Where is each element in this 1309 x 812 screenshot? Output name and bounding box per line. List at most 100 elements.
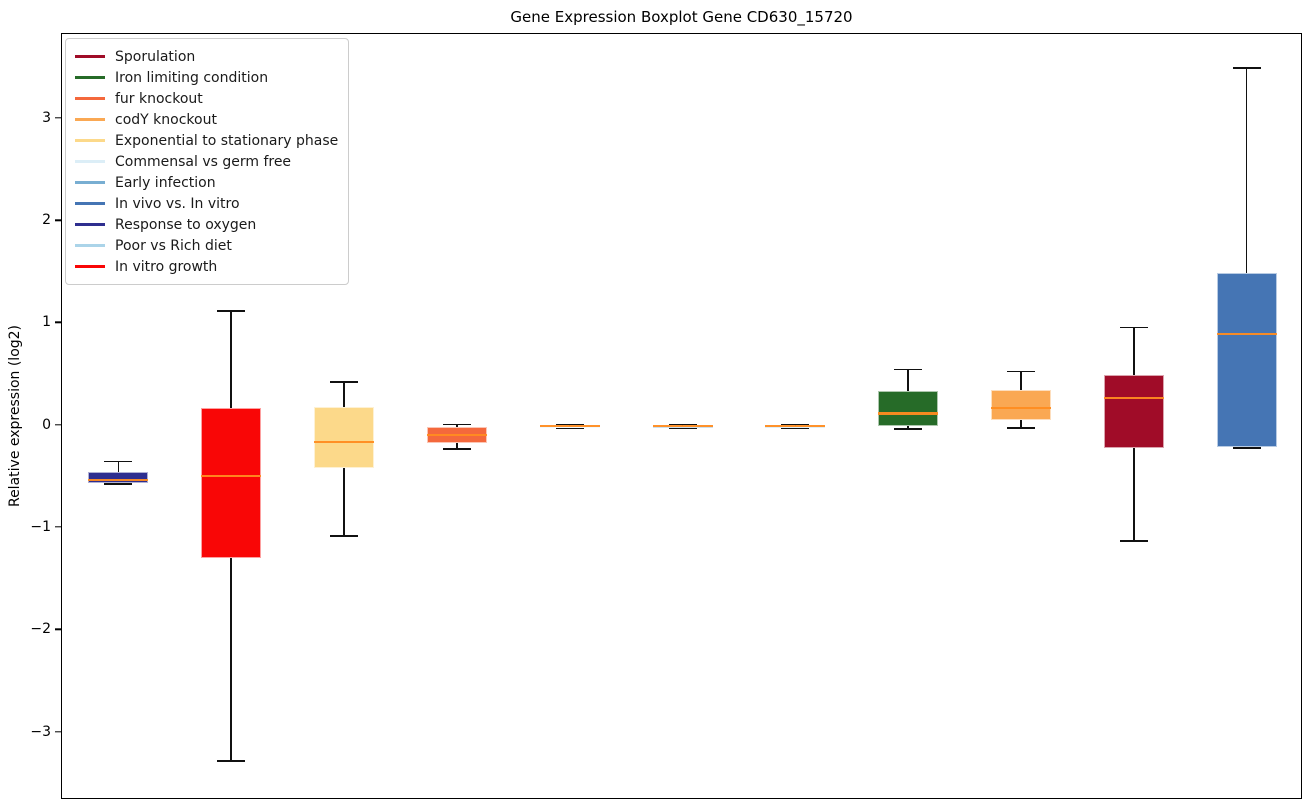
boxplot-group <box>62 34 1301 798</box>
y-tick-label: −3 <box>30 723 51 740</box>
box <box>314 407 375 468</box>
box <box>201 408 262 558</box>
y-tick-label: 0 <box>42 416 51 433</box>
legend-item-label: In vivo vs. In vitro <box>115 195 240 212</box>
y-tick-mark <box>55 423 61 426</box>
legend-item-label: Iron limiting condition <box>115 69 269 86</box>
whisker-cap-top <box>1119 326 1148 329</box>
legend-item: Iron limiting condition <box>75 67 338 88</box>
boxplot-group <box>62 34 1301 798</box>
whisker-cap-top <box>217 310 246 312</box>
legend-item-label: Sporulation <box>115 48 196 65</box>
whisker-cap-top <box>330 380 359 383</box>
legend-item-label: Early infection <box>115 174 216 191</box>
whisker-cap-bottom <box>330 535 359 537</box>
whisker-cap-bottom <box>1232 447 1261 449</box>
legend-color-swatch <box>75 223 105 226</box>
whisker-cap-top <box>555 423 584 426</box>
whisker-cap-top <box>781 423 810 426</box>
legend-item-label: Commensal vs germ free <box>115 153 292 170</box>
boxplot-group <box>62 34 1301 798</box>
whisker-cap-bottom <box>104 483 133 485</box>
whisker-line <box>1245 67 1248 449</box>
legend-color-swatch <box>75 55 105 58</box>
median-line <box>878 412 939 415</box>
boxplot-group <box>62 34 1301 798</box>
legend-item: Exponential to stationary phase <box>75 130 338 151</box>
y-tick-mark <box>55 730 61 733</box>
legend-item: In vitro growth <box>75 256 338 277</box>
whisker-cap-bottom <box>555 426 584 429</box>
legend-color-swatch <box>75 202 105 205</box>
plot-area: Sporulation Iron limiting condition fur kn… <box>61 33 1302 799</box>
median-line <box>88 478 149 481</box>
whisker-cap-bottom <box>442 448 471 450</box>
boxplot-group <box>62 34 1301 798</box>
legend-item-label: In vitro growth <box>115 258 218 275</box>
legend-item: Poor vs Rich diet <box>75 235 338 256</box>
legend-item: codY knockout <box>75 109 338 130</box>
legend-item-label: fur knockout <box>115 90 203 107</box>
y-tick-label: 1 <box>42 314 51 331</box>
legend-item: Response to oxygen <box>75 214 338 235</box>
y-tick-mark <box>55 117 61 119</box>
median-line <box>1103 396 1164 400</box>
median-line <box>1216 332 1277 335</box>
boxplot-group <box>62 34 1301 798</box>
legend-item-label: Response to oxygen <box>115 216 257 233</box>
legend: Sporulation Iron limiting condition fur kn… <box>65 38 350 285</box>
median-line <box>765 425 826 428</box>
median-line <box>201 474 262 477</box>
y-tick-label: −2 <box>30 621 51 638</box>
median-line <box>652 425 713 428</box>
whisker-cap-top <box>1232 66 1261 69</box>
whisker-cap-top <box>668 423 697 426</box>
median-line <box>539 425 600 428</box>
whisker-cap-bottom <box>781 426 810 429</box>
boxplot-group <box>62 34 1301 798</box>
whisker-cap-top <box>104 460 133 463</box>
legend-color-swatch <box>75 139 105 142</box>
y-tick-mark <box>55 526 61 528</box>
whisker-cap-bottom <box>894 427 923 430</box>
whisker-cap-bottom <box>1119 540 1148 543</box>
median-line <box>990 407 1051 410</box>
box <box>88 471 149 483</box>
chart-title: Gene Expression Boxplot Gene CD630_15720 <box>510 8 853 26</box>
y-tick-mark <box>55 219 61 221</box>
whisker-cap-bottom <box>1006 426 1035 429</box>
box <box>1216 273 1277 448</box>
y-tick-label: 3 <box>42 109 51 126</box>
legend-item: fur knockout <box>75 88 338 109</box>
y-tick-label: 2 <box>42 212 51 229</box>
legend-color-swatch <box>75 265 105 268</box>
legend-item: Sporulation <box>75 46 338 67</box>
legend-color-swatch <box>75 181 105 184</box>
y-tick-label: −1 <box>30 518 51 535</box>
legend-color-swatch <box>75 97 105 100</box>
boxplot-group <box>62 34 1301 798</box>
median-line <box>314 440 375 444</box>
boxplot-group <box>62 34 1301 798</box>
legend-item: Early infection <box>75 172 338 193</box>
legend-item-label: Exponential to stationary phase <box>115 132 339 149</box>
box <box>1103 374 1164 449</box>
box <box>878 390 939 426</box>
legend-item: In vivo vs. In vitro <box>75 193 338 214</box>
legend-color-swatch <box>75 76 105 79</box>
legend-item-label: Poor vs Rich diet <box>115 237 232 254</box>
boxplot-group <box>62 34 1301 798</box>
whisker-cap-bottom <box>668 426 697 429</box>
median-line <box>426 433 487 436</box>
legend-color-swatch <box>75 160 105 163</box>
whisker-cap-bottom <box>217 760 246 762</box>
boxplot-group <box>62 34 1301 798</box>
box <box>990 389 1051 420</box>
whisker-cap-top <box>442 423 471 426</box>
whisker-cap-top <box>1006 370 1035 373</box>
legend-color-swatch <box>75 118 105 121</box>
legend-item-label: codY knockout <box>115 111 217 128</box>
y-tick-mark <box>55 628 61 630</box>
whisker-cap-top <box>894 368 923 371</box>
